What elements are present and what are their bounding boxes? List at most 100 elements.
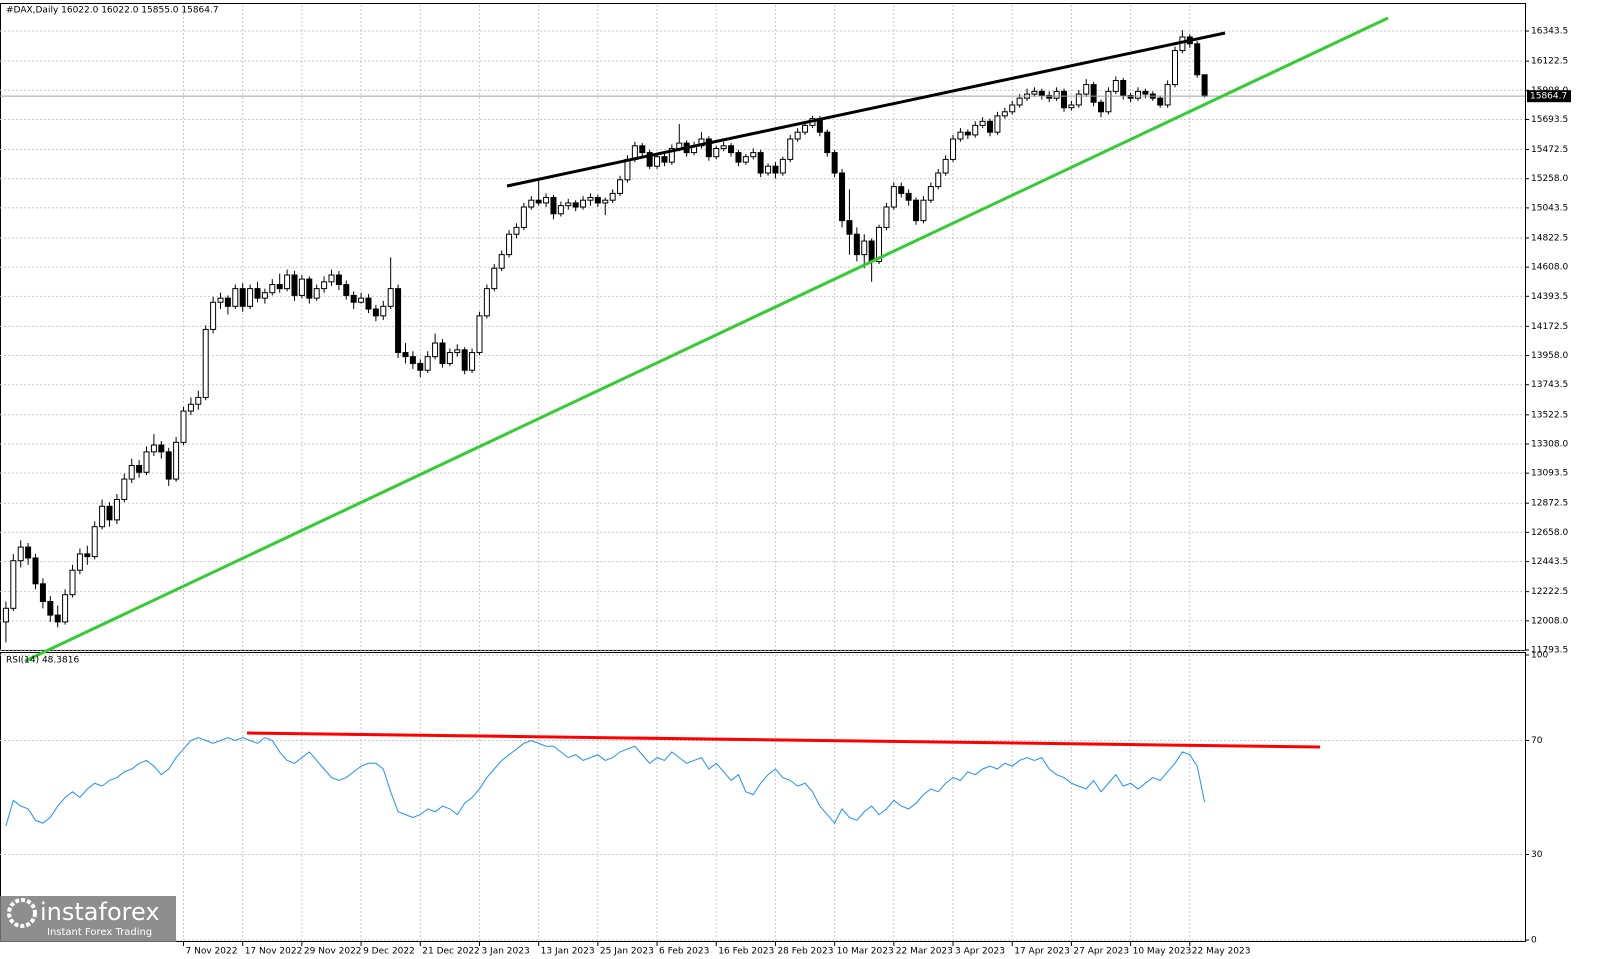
candle-body — [735, 152, 742, 163]
candle-body — [668, 148, 675, 163]
candle-body — [91, 526, 98, 558]
y-tick-label: 12008.0 — [1531, 616, 1568, 626]
candle-body — [47, 601, 54, 616]
x-tick-label: 25 Jan 2023 — [600, 947, 654, 957]
y-tick-label: 15043.5 — [1531, 203, 1568, 213]
candle-body — [1083, 84, 1090, 95]
candle-body — [402, 352, 409, 358]
candle-body — [913, 199, 920, 222]
candle-body — [935, 172, 942, 188]
candle-body — [824, 131, 831, 154]
candle-body — [380, 305, 387, 317]
x-tick-label: 29 Nov 2022 — [304, 947, 362, 957]
y-tick-label: 13093.5 — [1531, 469, 1568, 479]
y-tick-label: 12443.5 — [1531, 557, 1568, 567]
x-tick-label: 28 Feb 2023 — [777, 947, 833, 957]
y-tick-label: 15258.0 — [1531, 174, 1568, 184]
candle-body — [639, 145, 646, 154]
chart-title: #DAX,Daily 16022.0 16022.0 15855.0 15864… — [6, 6, 219, 16]
candle-body — [1016, 97, 1023, 106]
candle-body — [150, 444, 157, 453]
candle-body — [602, 199, 609, 204]
y-tick-label: 16343.5 — [1531, 27, 1568, 37]
candle-body — [1001, 111, 1008, 117]
candle-body — [328, 274, 335, 283]
candle-body — [942, 158, 949, 174]
y-tick-label: 15472.5 — [1531, 145, 1568, 155]
candle-body — [964, 131, 971, 136]
candle-body — [787, 138, 794, 160]
candle-body — [195, 396, 202, 405]
candle-body — [987, 120, 994, 133]
candle-body — [62, 594, 69, 623]
candle-body — [143, 451, 150, 473]
candle-body — [128, 464, 135, 480]
candle-body — [883, 206, 890, 228]
candle-body — [1164, 84, 1171, 106]
candle-body — [39, 583, 46, 603]
candle-body — [69, 569, 76, 596]
x-tick-label: 3 Apr 2023 — [955, 947, 1005, 957]
x-tick-label: 27 Apr 2023 — [1073, 947, 1129, 957]
y-tick-label: 13958.0 — [1531, 351, 1568, 361]
candle-body — [276, 284, 283, 290]
rsi-title: RSI(14) 48.3816 — [6, 656, 79, 666]
candle-body — [1142, 90, 1149, 95]
x-tick-label: 17 Nov 2022 — [245, 947, 303, 957]
candle-body — [2, 607, 9, 623]
candle-body — [343, 284, 350, 296]
candle-body — [1098, 101, 1105, 113]
candle-body — [84, 553, 91, 558]
candle-body — [1046, 94, 1053, 99]
candle-body — [454, 349, 461, 354]
candle-body — [1031, 90, 1038, 95]
candle-body — [469, 352, 476, 371]
y-tick-label: 11793.5 — [1531, 646, 1568, 656]
candle-body — [587, 196, 594, 201]
candle-body — [439, 342, 446, 364]
candle-body — [446, 352, 453, 364]
candle-body — [1135, 90, 1142, 99]
candle-body — [261, 292, 268, 299]
marks — [0, 30, 1525, 827]
candle-body — [298, 278, 305, 296]
candle-body — [424, 356, 431, 371]
y-tick-label: 100 — [1531, 651, 1548, 661]
candle-body — [187, 403, 194, 412]
candle-body — [32, 557, 39, 585]
y-tick-label: 15693.5 — [1531, 115, 1568, 125]
candle-body — [750, 152, 757, 158]
candle-body — [705, 138, 712, 158]
candle-body — [779, 158, 786, 174]
labels: #DAX,Daily 16022.0 16022.0 15855.0 15864… — [6, 6, 1571, 957]
candle-body — [520, 206, 527, 228]
candle-body — [25, 546, 32, 559]
candle-body — [853, 233, 860, 256]
candle-body — [210, 301, 217, 330]
candle-body — [136, 464, 143, 473]
candle-body — [831, 152, 838, 174]
candle-body — [239, 288, 246, 307]
candle-body — [920, 199, 927, 222]
price-panel — [0, 3, 1526, 651]
candle-body — [409, 356, 416, 364]
candle-body — [757, 152, 764, 174]
candle-body — [868, 240, 875, 262]
candle-body — [1068, 104, 1075, 109]
candle-body — [713, 148, 720, 158]
logo-tagline: Instant Forex Trading — [47, 927, 152, 938]
x-tick-label: 13 Jan 2023 — [541, 947, 595, 957]
candle-body — [224, 297, 231, 307]
candle-body — [202, 328, 209, 398]
grid — [0, 5, 1529, 946]
candle-body — [846, 220, 853, 235]
candle-body — [1112, 79, 1119, 92]
candle-body — [765, 165, 772, 174]
x-tick-label: 10 Mar 2023 — [837, 947, 894, 957]
candle-body — [557, 205, 564, 215]
x-tick-label: 10 May 2023 — [1133, 947, 1192, 957]
candle-body — [106, 505, 113, 521]
candle-body — [291, 274, 298, 296]
logo: instaforex Instant Forex Trading — [0, 896, 176, 942]
